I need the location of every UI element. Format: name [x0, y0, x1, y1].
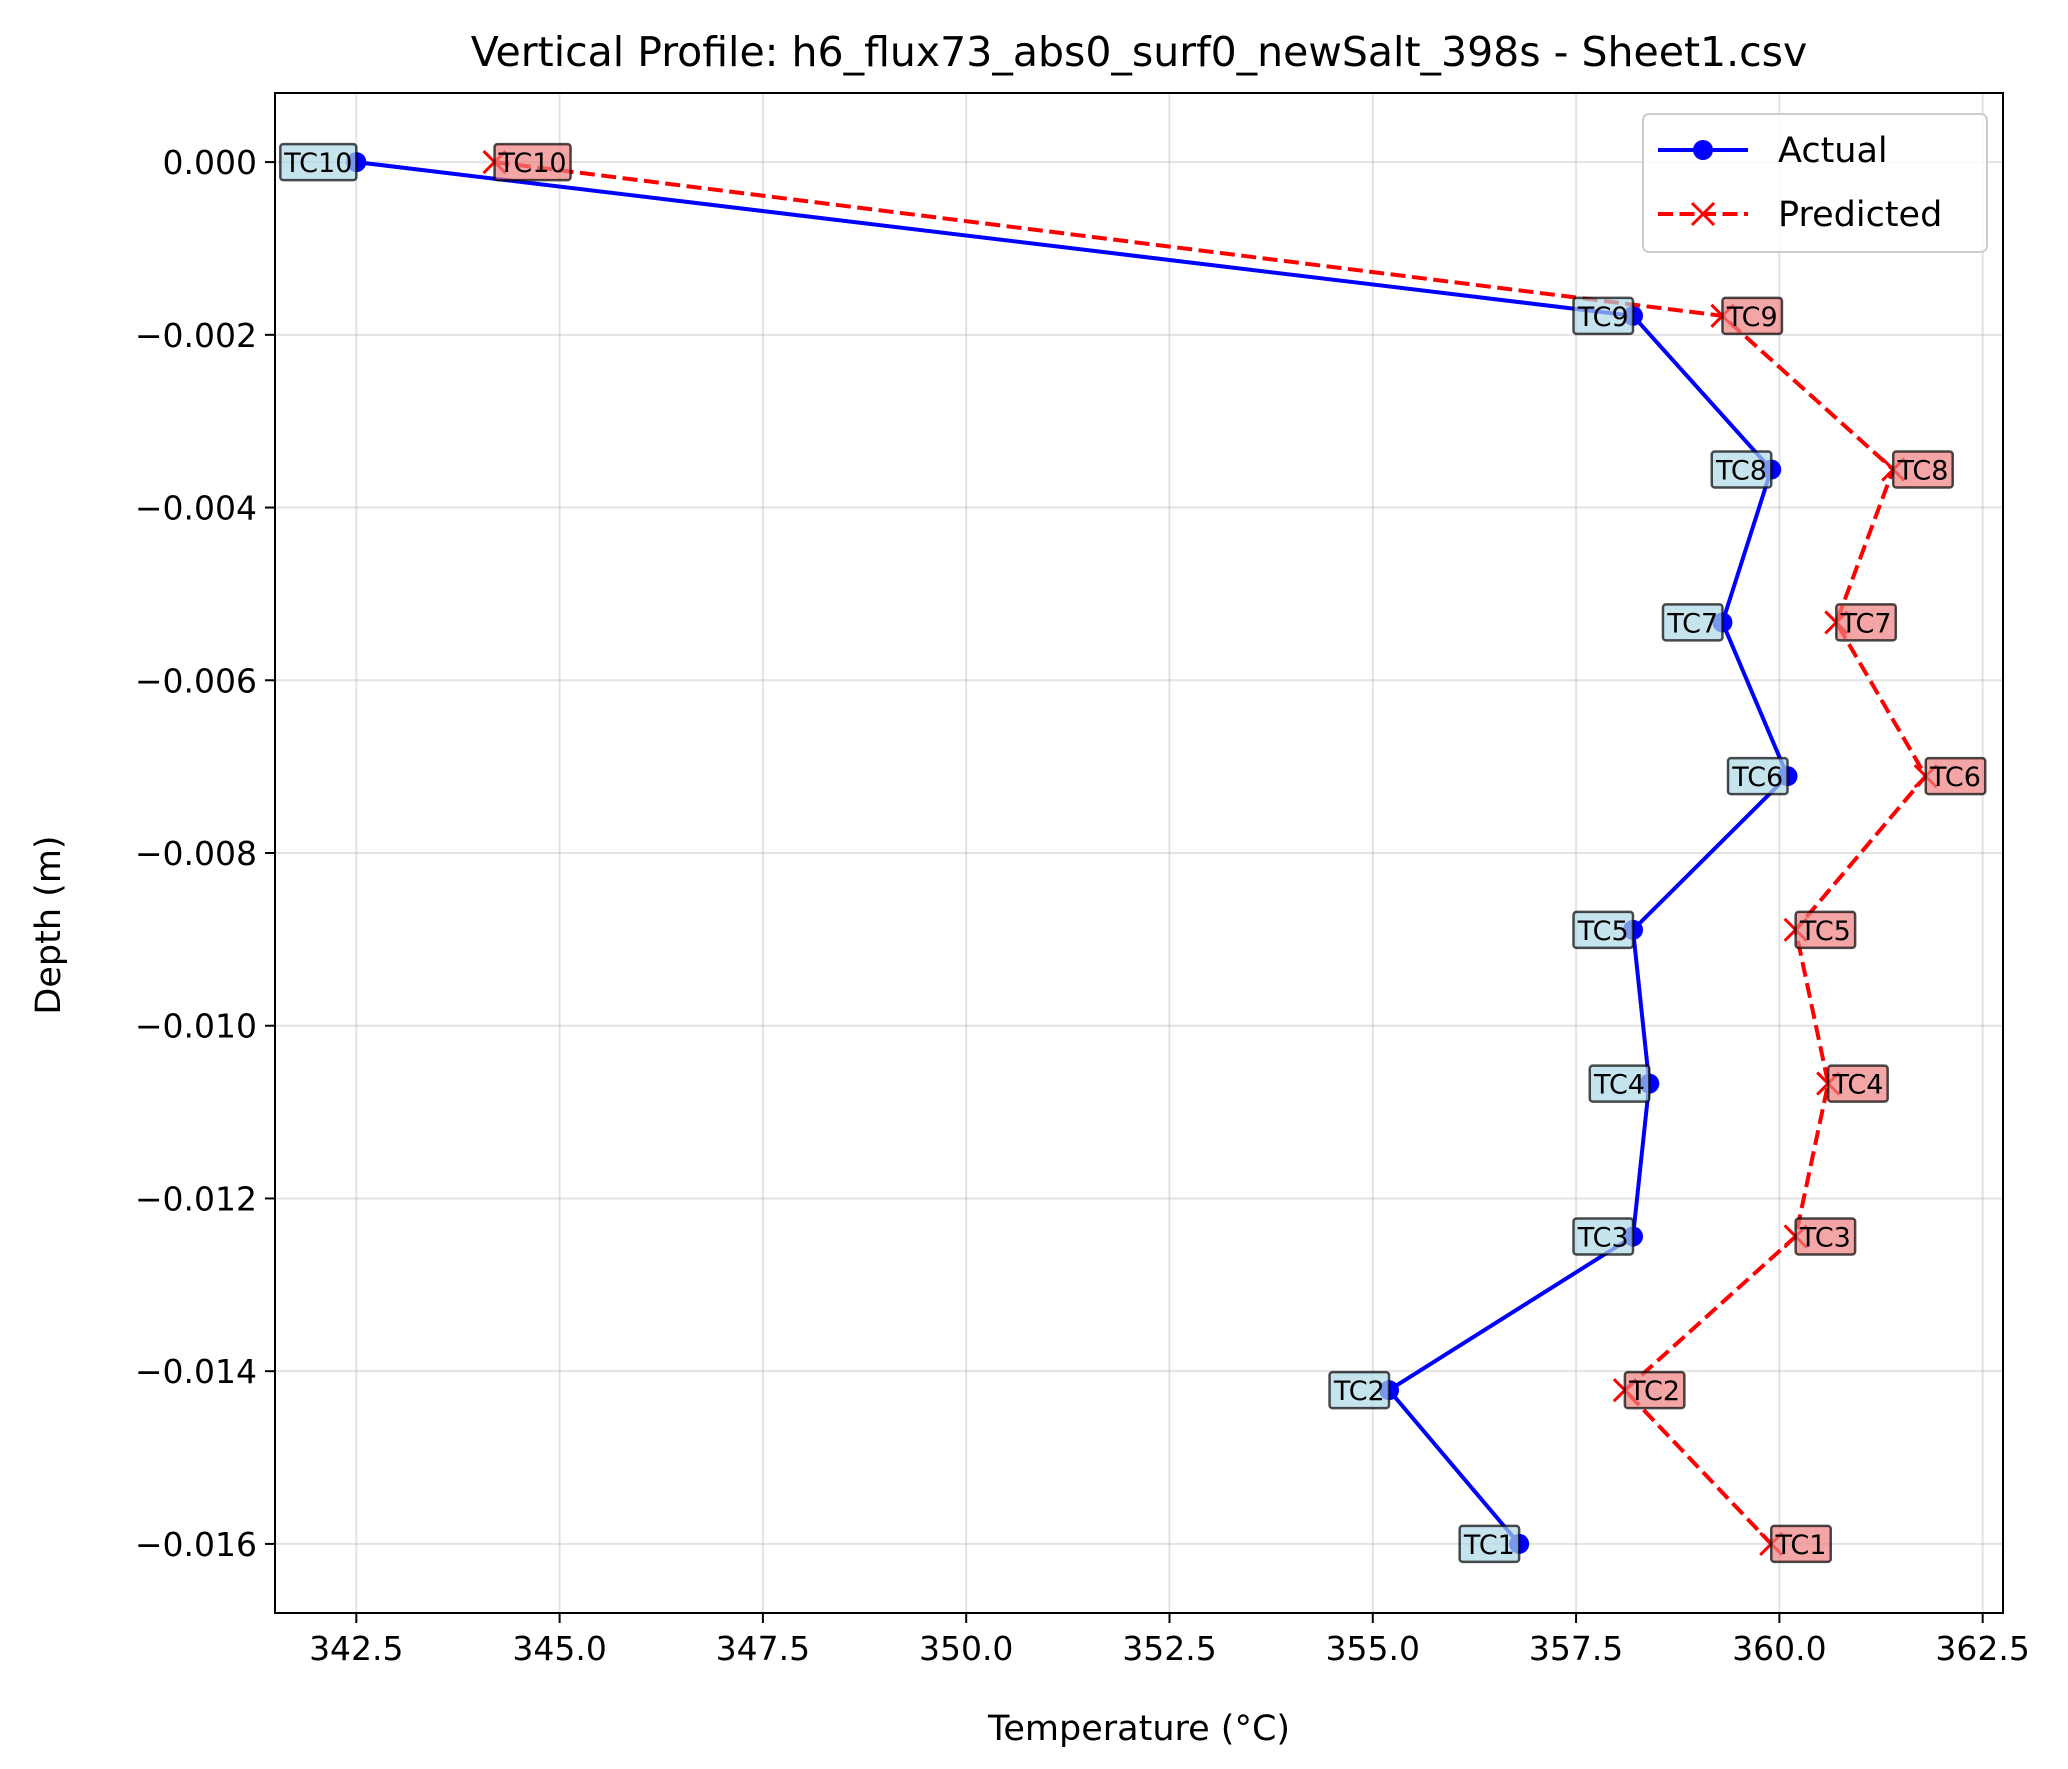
grid	[275, 93, 2003, 1613]
x-tick-label: 347.5	[716, 1629, 810, 1668]
x-tick-label: 350.0	[919, 1629, 1013, 1668]
y-tick-label: −0.016	[135, 1525, 257, 1564]
point-label-box	[1726, 756, 1789, 796]
point-label-box	[279, 142, 358, 182]
point-label-box	[1794, 1217, 1857, 1256]
point-label-text: TC6	[1929, 762, 1981, 793]
point-label-actual: TC2	[1328, 1370, 1391, 1410]
y-tick-label: −0.008	[135, 834, 257, 873]
x-tick-label: 355.0	[1326, 1629, 1420, 1668]
x-axis: 342.5 345.0 347.5 350.0 352.5 355.0 357.5 360.0…	[309, 1613, 2030, 1668]
legend-entry-predicted	[1658, 201, 1748, 227]
point-label-text: TC1	[1775, 1530, 1827, 1561]
y-tick-label: 0.000	[163, 143, 257, 182]
point-label-actual: TC1	[1458, 1524, 1521, 1564]
series-line-predicted	[494, 160, 1928, 1546]
point-label-text: TC4	[1593, 1070, 1645, 1101]
x-tick-label: 345.0	[512, 1629, 606, 1668]
x-tick-label: 352.5	[1122, 1629, 1216, 1668]
y-tick-label: −0.002	[135, 316, 257, 355]
y-tick-label: −0.012	[135, 1179, 257, 1218]
point-label-box	[1458, 1524, 1521, 1564]
y-tick-label: −0.004	[135, 489, 257, 528]
point-label-text: TC4	[1831, 1070, 1883, 1101]
point-label-predicted: TC10	[493, 142, 572, 182]
point-label-text: TC6	[1731, 762, 1783, 793]
point-label-predicted: TC3	[1794, 1217, 1857, 1256]
point-label-text: TC7	[1840, 608, 1892, 639]
y-axis: 0.000 −0.002 −0.004 −0.006 −0.008 −0.010 −0.01…	[135, 143, 275, 1564]
point-label-actual: TC4	[1588, 1064, 1651, 1103]
point-label-actual: TC6	[1726, 756, 1789, 796]
point-label-box	[1661, 603, 1724, 642]
point-label-box	[1572, 910, 1635, 950]
y-tick-label: −0.006	[135, 661, 257, 700]
point-label-box	[1924, 756, 1987, 796]
point-label-predicted: TC9	[1721, 296, 1784, 336]
point-label-box	[1769, 1524, 1832, 1564]
y-axis-title: Depth (m)	[29, 835, 69, 1014]
point-label-text: TC10	[283, 148, 352, 179]
chart-title: Vertical Profile: h6_flux73_abs0_surf0_n…	[471, 28, 1808, 76]
y-tick-label: −0.014	[135, 1352, 257, 1391]
point-label-text: TC9	[1726, 302, 1778, 333]
point-label-text: TC1	[1463, 1530, 1515, 1561]
series-line-actual	[356, 160, 1790, 1546]
point-label-predicted: TC7	[1835, 603, 1898, 642]
point-label-text: TC3	[1799, 1222, 1851, 1253]
point-label-text: TC10	[497, 148, 566, 179]
y-tick-label: −0.010	[135, 1007, 257, 1046]
point-label-text: TC5	[1799, 916, 1851, 947]
point-label-predicted: TC2	[1623, 1370, 1686, 1410]
point-label-box	[1826, 1064, 1889, 1103]
point-label-predicted: TC4	[1826, 1064, 1889, 1103]
point-label-actual: TC9	[1572, 296, 1635, 336]
point-label-text: TC5	[1577, 916, 1629, 947]
point-label-box	[1572, 296, 1635, 336]
point-label-text: TC9	[1577, 302, 1629, 333]
legend-marker-actual	[1693, 140, 1713, 160]
point-label-actual: TC7	[1661, 603, 1724, 642]
legend: Actual Predicted	[1642, 113, 1988, 253]
legend-label-predicted: Predicted	[1778, 195, 1942, 235]
legend-label-actual: Actual	[1778, 131, 1888, 171]
point-label-box	[1721, 296, 1784, 336]
point-label-text: TC8	[1896, 456, 1948, 487]
point-label-box	[1588, 1064, 1651, 1103]
point-label-box	[1328, 1370, 1391, 1410]
legend-marker-predicted	[1690, 201, 1716, 227]
point-label-actual: TC3	[1572, 1217, 1635, 1256]
point-label-box	[1794, 910, 1857, 950]
point-label-box	[1572, 1217, 1635, 1256]
point-label-predicted: TC1	[1769, 1524, 1832, 1564]
x-tick-label: 357.5	[1529, 1629, 1623, 1668]
point-label-predicted: TC5	[1794, 910, 1857, 950]
point-label-text: TC2	[1333, 1376, 1385, 1407]
x-tick-label: 360.0	[1732, 1629, 1826, 1668]
point-label-box	[1891, 450, 1954, 489]
point-label-box	[1835, 603, 1898, 642]
legend-entry-actual	[1658, 140, 1748, 160]
point-label-box	[1710, 450, 1773, 489]
point-label-actual: TC5	[1572, 910, 1635, 950]
point-label-predicted: TC6	[1924, 756, 1987, 796]
x-tick-label: 362.5	[1935, 1629, 2029, 1668]
point-label-text: TC7	[1666, 608, 1718, 639]
x-tick-label: 342.5	[309, 1629, 403, 1668]
point-labels: TC10 TC9 TC8 TC7 TC6 TC5 TC4 TC3 TC2 TC1 TC10 TC9 TC…	[279, 142, 1987, 1564]
point-label-box	[1623, 1370, 1686, 1410]
point-label-text: TC2	[1628, 1376, 1680, 1407]
point-label-actual: TC8	[1710, 450, 1773, 489]
point-label-box	[493, 142, 572, 182]
point-label-actual: TC10	[279, 142, 358, 182]
point-label-text: TC8	[1715, 456, 1767, 487]
point-label-predicted: TC8	[1891, 450, 1954, 489]
x-axis-title: Temperature (°C)	[987, 1709, 1290, 1749]
point-label-text: TC3	[1577, 1222, 1629, 1253]
